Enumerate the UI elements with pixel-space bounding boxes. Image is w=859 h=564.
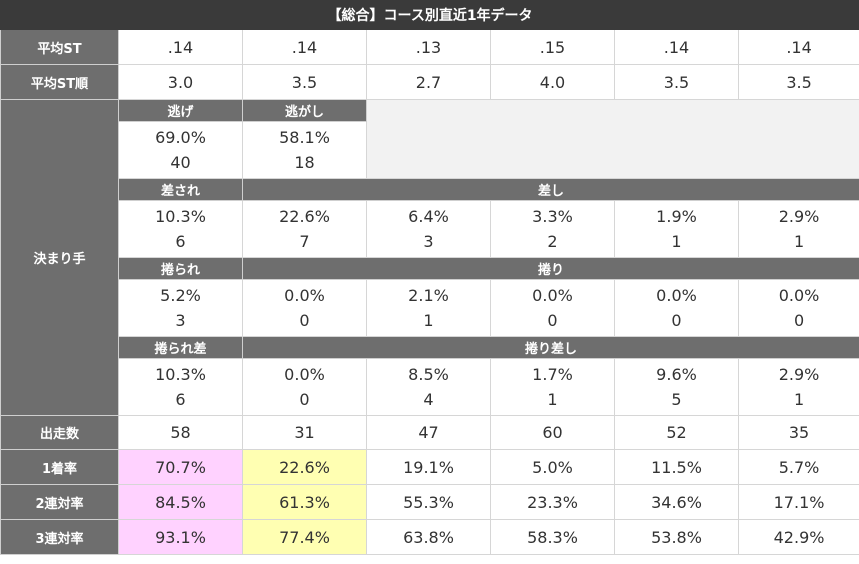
top2-rate-course-1: 84.5% (118, 484, 243, 520)
avg-st-course-6: .14 (737, 29, 859, 65)
sashi-course-1: 10.3% 6 (118, 200, 243, 258)
top3-rate-course-6: 42.9% (737, 519, 859, 555)
makurizashi-course-1: 10.3% 6 (118, 358, 243, 416)
avg-st-rank-course-2: 3.5 (242, 64, 367, 100)
makuri-course-5: 0.0% 0 (614, 279, 739, 337)
makurare-label: 捲られ (118, 257, 243, 280)
nige-value: 69.0% 40 (118, 121, 243, 179)
top2-rate-course-2: 61.3% (242, 484, 367, 520)
makurizashi-header-row: 捲られ差 捲り差し (1, 336, 859, 359)
empty-area (365, 99, 859, 179)
sasare-label: 差され (118, 178, 243, 201)
makurizashi-value-row: 10.3% 6 0.0% 0 8.5% 4 1.7% 1 9.6% 5 2.9% 1 (1, 358, 859, 416)
avg-st-rank-course-1: 3.0 (118, 64, 243, 100)
makurizashi-course-2: 0.0% 0 (242, 358, 367, 416)
makuri-course-1: 5.2% 3 (118, 279, 243, 337)
sashi-label: 差し (241, 178, 859, 201)
starts-course-2: 31 (242, 415, 367, 450)
top2-rate-course-4: 23.3% (490, 484, 615, 520)
makuri-course-3: 2.1% 1 (366, 279, 491, 337)
top3-rate-course-1: 93.1% (118, 519, 243, 555)
makuri-course-6: 0.0% 0 (737, 279, 859, 337)
top3-rate-course-5: 53.8% (614, 519, 739, 555)
nige-header-row: 決まり手 逃げ 逃がし (0, 99, 859, 416)
top2-rate-course-6: 17.1% (737, 484, 859, 520)
sashi-course-2: 22.6% 7 (242, 200, 367, 258)
kimarite-label: 決まり手 (0, 99, 119, 416)
top3-rate-course-3: 63.8% (366, 519, 491, 555)
avg-st-course-4: .15 (490, 29, 615, 65)
avg-st-course-5: .14 (614, 29, 739, 65)
win-rate-course-5: 11.5% (614, 449, 739, 485)
table-title: 【総合】コース別直近1年データ (0, 0, 859, 30)
win-rate-course-6: 5.7% (737, 449, 859, 485)
makurizashi-course-3: 8.5% 4 (366, 358, 491, 416)
top3-rate-course-4: 58.3% (490, 519, 615, 555)
sashi-course-6: 2.9% 1 (737, 200, 859, 258)
nige-value-row: 69.0% 40 58.1% 18 (1, 121, 859, 179)
top2-rate-label: 2連対率 (0, 484, 119, 520)
win-rate-course-1: 70.7% (118, 449, 243, 485)
avg-st-label: 平均ST (0, 29, 119, 65)
avg-st-row: 平均ST .14 .14 .13 .15 .14 .14 (0, 29, 859, 65)
avg-st-rank-label: 平均ST順 (0, 64, 119, 100)
win-rate-label: 1着率 (0, 449, 119, 485)
makurarezashi-label: 捲られ差 (118, 336, 243, 359)
sashi-value-row: 10.3% 6 22.6% 7 6.4% 3 3.3% 2 1.9% 1 2.9% 1 (1, 200, 859, 258)
sashi-course-5: 1.9% 1 (614, 200, 739, 258)
top2-rate-course-5: 34.6% (614, 484, 739, 520)
starts-course-3: 47 (366, 415, 491, 450)
avg-st-course-1: .14 (118, 29, 243, 65)
makuri-label: 捲り (241, 257, 859, 280)
top3-rate-course-2: 77.4% (242, 519, 367, 555)
makurizashi-course-6: 2.9% 1 (737, 358, 859, 416)
top3-rate-label: 3連対率 (0, 519, 119, 555)
avg-st-rank-row: 平均ST順 3.0 3.5 2.7 4.0 3.5 3.5 (0, 64, 859, 100)
nige-label: 逃げ (118, 99, 243, 122)
makurizashi-course-4: 1.7% 1 (490, 358, 615, 416)
nigashi-value: 58.1% 18 (242, 121, 367, 179)
top2-rate-row: 2連対率 84.5% 61.3% 55.3% 23.3% 34.6% 17.1% (0, 484, 859, 520)
sashi-course-4: 3.3% 2 (490, 200, 615, 258)
nigashi-label: 逃がし (242, 99, 367, 122)
makuri-course-2: 0.0% 0 (242, 279, 367, 337)
starts-row: 出走数 58 31 47 60 52 35 (0, 415, 859, 450)
win-rate-course-4: 5.0% (490, 449, 615, 485)
starts-course-6: 35 (737, 415, 859, 450)
avg-st-rank-course-6: 3.5 (737, 64, 859, 100)
sashi-header-row: 差され 差し (1, 178, 859, 201)
avg-st-rank-course-3: 2.7 (366, 64, 491, 100)
makurizashi-course-5: 9.6% 5 (614, 358, 739, 416)
avg-st-rank-course-4: 4.0 (490, 64, 615, 100)
makuri-course-4: 0.0% 0 (490, 279, 615, 337)
win-rate-course-3: 19.1% (366, 449, 491, 485)
avg-st-course-3: .13 (366, 29, 491, 65)
win-rate-course-2: 22.6% (242, 449, 367, 485)
starts-course-4: 60 (490, 415, 615, 450)
avg-st-course-2: .14 (242, 29, 367, 65)
starts-course-1: 58 (118, 415, 243, 450)
makuri-value-row: 5.2% 3 0.0% 0 2.1% 1 0.0% 0 0.0% 0 0.0% 0 (1, 279, 859, 337)
makurizashi-label: 捲り差し (241, 336, 859, 359)
starts-course-5: 52 (614, 415, 739, 450)
top3-rate-row: 3連対率 93.1% 77.4% 63.8% 58.3% 53.8% 42.9% (0, 519, 859, 555)
starts-label: 出走数 (0, 415, 119, 450)
win-rate-row: 1着率 70.7% 22.6% 19.1% 5.0% 11.5% 5.7% (0, 449, 859, 485)
makuri-header-row: 捲られ 捲り (1, 257, 859, 280)
top2-rate-course-3: 55.3% (366, 484, 491, 520)
avg-st-rank-course-5: 3.5 (614, 64, 739, 100)
sashi-course-3: 6.4% 3 (366, 200, 491, 258)
